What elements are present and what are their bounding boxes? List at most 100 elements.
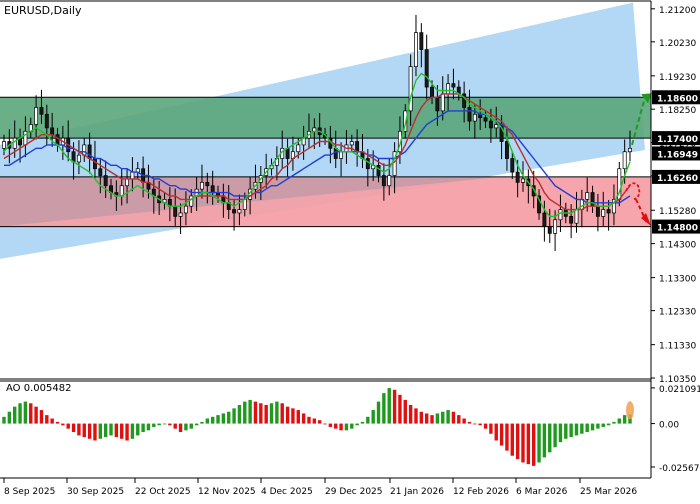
candle-body: [50, 127, 55, 136]
candle-body: [430, 86, 434, 98]
candle-body: [93, 158, 97, 170]
ao-bar: [457, 415, 461, 424]
ao-bar: [146, 423, 151, 431]
time-tick-label: 21 Jan 2026: [390, 487, 444, 497]
candle-body: [125, 178, 130, 187]
ao-bar: [39, 410, 44, 424]
ao-bar: [194, 423, 199, 426]
ao-bar: [585, 423, 589, 433]
ao-bar: [13, 406, 17, 424]
ao-bar: [617, 418, 621, 424]
candle-body: [424, 49, 429, 88]
candle-body: [173, 205, 178, 217]
ao-bar: [569, 423, 573, 438]
ao-highlight: [626, 401, 634, 420]
ao-bar: [55, 421, 60, 424]
ao-bar: [141, 423, 145, 433]
ao-bar: [200, 421, 204, 424]
ao-bar: [227, 411, 231, 424]
level-label: 1.14800: [657, 224, 698, 234]
price-tick-label: 1.10350: [659, 375, 696, 385]
ao-bar: [494, 423, 498, 441]
candle-body: [504, 141, 509, 159]
ao-bar: [489, 423, 493, 434]
candle-body: [408, 66, 413, 112]
ao-bar: [574, 423, 579, 436]
candle-body: [189, 195, 194, 207]
ao-bar: [232, 408, 236, 424]
ao-bar: [130, 423, 135, 439]
ao-bar: [237, 404, 242, 424]
candle-body: [515, 171, 520, 183]
candle-body: [585, 192, 590, 200]
candle-body: [472, 113, 477, 122]
time-tick-label: 8 Sep 2025: [4, 487, 55, 497]
ao-bar: [125, 423, 129, 441]
ao-tick-label: -0.02567: [659, 464, 699, 474]
forecast-down-arrowhead: [641, 212, 651, 226]
ao-bar: [371, 410, 375, 424]
ao-bar: [210, 416, 215, 424]
ao-bar: [34, 406, 38, 424]
ao-bar: [419, 411, 424, 424]
candle-body: [2, 141, 6, 149]
ao-bar: [66, 423, 70, 429]
ao-bar: [467, 421, 472, 424]
ao-bar: [473, 423, 477, 425]
candle-body: [39, 107, 44, 115]
time-tick-label: 12 Nov 2025: [198, 487, 256, 497]
time-tick-label: 12 Feb 2026: [453, 487, 509, 497]
ao-bar: [376, 401, 381, 424]
candle-body: [462, 93, 467, 108]
ao-bar: [61, 423, 65, 426]
candle-body: [595, 205, 600, 217]
level-label-box: [652, 169, 700, 184]
ao-bar: [424, 413, 429, 424]
price-tick-label: 1.18250: [659, 106, 696, 116]
ao-bar: [526, 423, 531, 465]
candle-body: [488, 120, 493, 129]
ao-tick-label: 0.00: [659, 421, 679, 431]
price-tick-label: 1.21200: [659, 6, 696, 16]
ao-bar: [606, 423, 611, 426]
ao-bar: [403, 399, 407, 424]
ao-bar: [18, 403, 22, 424]
ao-bar: [446, 410, 450, 424]
ao-bar: [558, 423, 563, 443]
candle-body: [521, 178, 525, 183]
ao-bar: [398, 394, 402, 424]
candle-body: [200, 181, 204, 190]
price-tick-label: 1.11330: [659, 342, 696, 352]
ao-bar: [537, 423, 541, 463]
ao-bar: [435, 413, 440, 424]
price-tick-label: 1.15280: [659, 207, 696, 217]
ao-bar: [205, 418, 210, 424]
level-label: 1.16260: [657, 174, 698, 184]
ao-bar: [275, 401, 279, 424]
ao-bar: [93, 423, 97, 441]
ao-bar: [590, 423, 595, 431]
ao-bar: [430, 415, 434, 424]
ao-bar: [483, 423, 488, 429]
candle-body: [98, 168, 103, 176]
ao-bar: [162, 423, 167, 425]
candle-body: [622, 151, 627, 170]
ao-bar: [7, 411, 12, 424]
ao-bar: [312, 418, 317, 424]
ao-bar: [45, 415, 49, 424]
price-tick-label: 1.13300: [659, 275, 696, 285]
ao-bar: [601, 423, 605, 427]
candle-body: [510, 158, 515, 173]
ao-bar: [87, 423, 92, 439]
candle-body: [381, 175, 386, 187]
ao-bar: [580, 423, 584, 434]
ao-bar: [280, 403, 284, 424]
ao-bar: [291, 408, 295, 424]
candle-body: [365, 158, 370, 170]
candle-body: [130, 171, 135, 180]
candle-body: [34, 107, 39, 125]
level-label-box: [652, 219, 700, 234]
ao-tick-label: 0.021091: [659, 385, 700, 395]
